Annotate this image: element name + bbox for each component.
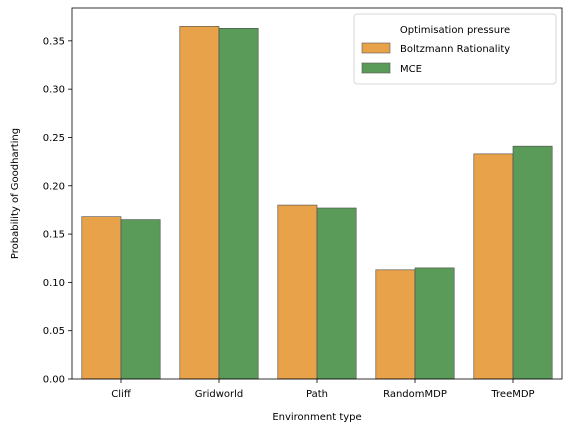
legend-frame [353, 13, 557, 85]
bar-gridworld-mce [218, 27, 259, 380]
bar-treemdp-boltzmann-rationality [473, 153, 514, 380]
y-axis-ticks: 0.00 0.05 0.10 0.15 0.20 0.25 0.30 0.35 [43, 36, 72, 386]
bar-gridworld-boltzmann-rationality [179, 26, 220, 380]
y-tick-label: 0.00 [43, 375, 65, 386]
bar-path-boltzmann-rationality [277, 204, 318, 380]
bar-randommdp-boltzmann-rationality [375, 269, 416, 380]
legend: Optimisation pressure Boltzmann Rational… [353, 13, 557, 85]
x-axis-label: Environment type [272, 412, 361, 423]
x-tick-label-cliff: Cliff [111, 389, 132, 400]
bar-treemdp-mce [512, 145, 553, 380]
plot-frame [71, 7, 563, 380]
x-tick-label-randommdp: RandomMDP [383, 389, 447, 400]
y-tick-label: 0.15 [43, 230, 65, 241]
legend-swatch-mce [361, 62, 391, 74]
y-tick-label: 0.30 [43, 85, 65, 96]
legend-label-mce: MCE [400, 64, 422, 75]
bar-randommdp-mce [414, 267, 455, 380]
bars-group [81, 26, 553, 380]
legend-title: Optimisation pressure [400, 25, 510, 36]
x-tick-label-gridworld: Gridworld [195, 389, 244, 400]
x-axis-ticks: Cliff Gridworld Path RandomMDP TreeMDP [111, 379, 535, 400]
y-tick-label: 0.10 [43, 278, 65, 289]
y-tick-label: 0.25 [43, 133, 65, 144]
bar-cliff-boltzmann-rationality [81, 216, 122, 380]
y-axis-label: Probability of Goodharting [10, 128, 21, 259]
y-tick-label: 0.20 [43, 181, 65, 192]
x-tick-label-treemdp: TreeMDP [490, 389, 534, 400]
y-tick-label: 0.05 [43, 326, 65, 337]
bar-path-mce [316, 207, 357, 380]
bar-cliff-mce [120, 219, 161, 380]
y-tick-label: 0.35 [43, 36, 65, 47]
legend-label-boltzmann: Boltzmann Rationality [400, 44, 510, 55]
x-tick-label-path: Path [306, 389, 328, 400]
legend-swatch-boltzmann [361, 42, 391, 54]
